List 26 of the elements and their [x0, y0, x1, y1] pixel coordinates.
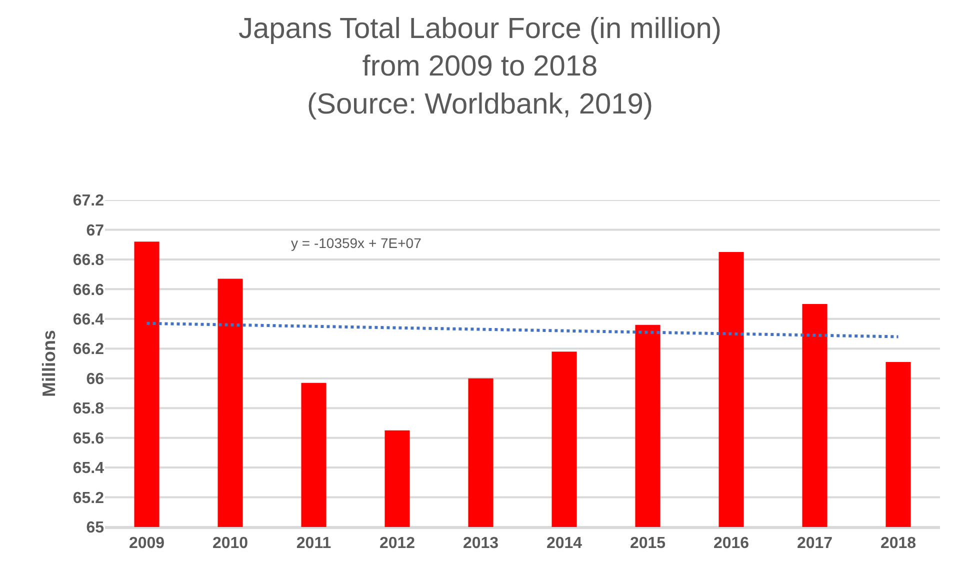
annotation: y = -10359x + 7E+07: [291, 235, 422, 251]
chart-title: Japans Total Labour Force (in million) from 2009 to 2018 (Source: Worldbank, 2019): [238, 12, 722, 120]
line-series: [145, 322, 900, 338]
y-tick-label: 66.2: [72, 341, 104, 358]
y-tick-label: 65.2: [72, 490, 104, 507]
x-tick-label: 2018: [880, 535, 916, 552]
x-tick-label: 2012: [379, 535, 416, 552]
y-tick-label: 65.4: [72, 460, 104, 478]
y-tick-label: 65.8: [72, 400, 104, 418]
y-tick-label: 65: [86, 520, 104, 537]
x-tick-label: 2011: [296, 535, 332, 552]
y-axis-title: Millions: [39, 330, 60, 397]
x-tick-label: 2015: [630, 535, 666, 552]
y-tick-label: 66.4: [72, 312, 104, 329]
y-tick-label: 67.2: [72, 192, 104, 210]
x-tick-label: 2010: [212, 535, 248, 552]
y-tick-label: 65.6: [72, 430, 104, 448]
x-tick-label: 2016: [713, 535, 750, 552]
x-tick-label: 2013: [462, 535, 499, 552]
y-tick-label: 66.6: [72, 282, 104, 299]
y-tick-label: 67: [86, 222, 104, 240]
x-tick-label: 2014: [546, 535, 582, 552]
y-tick-label: 66.8: [72, 252, 104, 270]
x-tick-label: 2009: [128, 535, 165, 552]
x-tick-label: 2017: [796, 535, 833, 552]
y-tick-label: 66: [86, 370, 104, 388]
